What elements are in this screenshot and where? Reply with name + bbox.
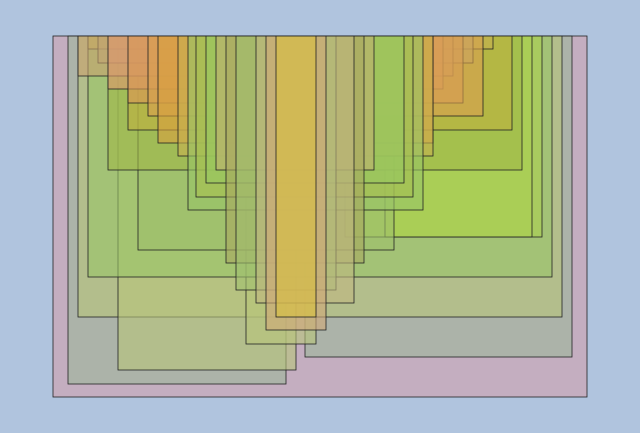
rectangle-29	[275, 35, 317, 318]
